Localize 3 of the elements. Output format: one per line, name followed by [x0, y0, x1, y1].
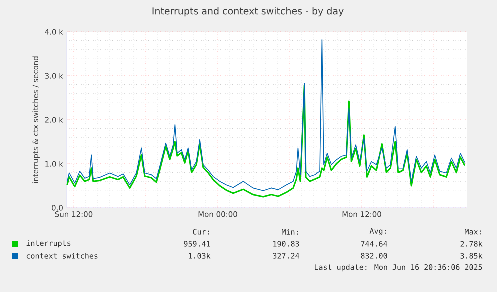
line-series: [66, 84, 466, 198]
line-series: [67, 40, 466, 192]
chart-title: Interrupts and context switches - by day: [152, 7, 344, 17]
